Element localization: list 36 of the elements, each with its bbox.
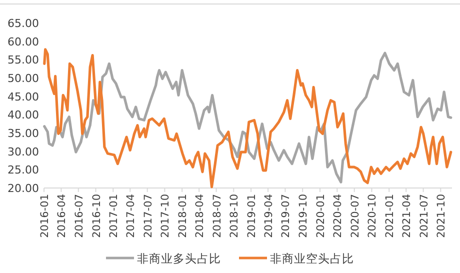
x-tick-label: 2021-10 bbox=[436, 194, 448, 238]
x-tick-label: 2016-10 bbox=[90, 194, 103, 238]
y-tick-label: 45.00 bbox=[8, 90, 39, 104]
x-tick-label: 2019-04 bbox=[263, 194, 276, 238]
x-tick-label: 2020-10 bbox=[366, 194, 379, 238]
x-tick-label: 2017-07 bbox=[142, 194, 154, 238]
x-tick-label: 2018-04 bbox=[194, 194, 206, 238]
y-tick-label: 55.00 bbox=[8, 54, 39, 67]
y-tick-label: 65.00 bbox=[8, 17, 39, 30]
x-tick-label: 2019-01 bbox=[246, 194, 258, 238]
x-tick-label: 2019-07 bbox=[280, 194, 292, 238]
y-tick-label: 20.00 bbox=[8, 182, 39, 195]
x-tick-label: 2021-04 bbox=[401, 194, 414, 238]
y-tick-label: 50.00 bbox=[8, 72, 39, 85]
x-tick-label: 2016-01 bbox=[39, 194, 51, 238]
legend-label: 非商业空头占比 bbox=[270, 252, 354, 266]
y-tick-label: 30.00 bbox=[8, 145, 39, 158]
x-tick-label: 2020-01 bbox=[314, 194, 327, 238]
y-tick-label: 25.00 bbox=[8, 164, 39, 177]
x-tick-label: 2021-07 bbox=[418, 194, 430, 238]
y-tick-label: 40.00 bbox=[8, 108, 39, 122]
x-tick-label: 2018-07 bbox=[211, 194, 224, 238]
x-tick-label: 2017-10 bbox=[160, 194, 172, 238]
x-tick-label: 2016-07 bbox=[73, 194, 86, 238]
x-tick-label: 2018-01 bbox=[177, 194, 190, 238]
x-tick-label: 2017-04 bbox=[125, 194, 138, 238]
y-tick-label: 60.00 bbox=[8, 35, 39, 48]
x-tick-label: 2020-07 bbox=[349, 194, 362, 238]
x-tick-label: 2020-04 bbox=[332, 194, 344, 238]
y-tick-label: 35.00 bbox=[8, 127, 39, 140]
x-tick-label: 2019-10 bbox=[298, 194, 310, 238]
x-tick-label: 2017-01 bbox=[108, 194, 120, 238]
legend-label: 非商业多头占比 bbox=[137, 252, 221, 266]
x-tick-label: 2018-10 bbox=[228, 194, 241, 238]
x-tick-label: 2021-01 bbox=[384, 194, 396, 238]
x-tick-label: 2016-04 bbox=[56, 194, 68, 238]
